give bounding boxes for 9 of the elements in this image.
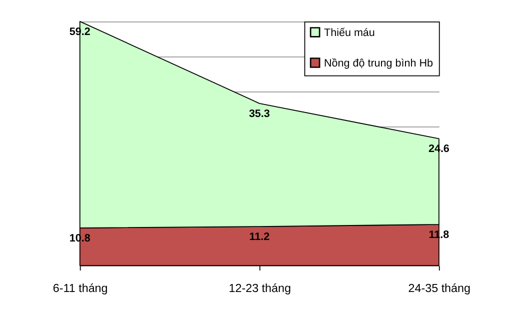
data-label: 11.8 (428, 228, 450, 241)
legend-label: Nồng độ trung bình Hb (324, 57, 433, 70)
legend-label: Thiếu máu (324, 26, 375, 39)
data-label: 35.3 (248, 108, 270, 120)
data-label: 11.2 (249, 231, 270, 244)
data-label: 10.8 (69, 232, 90, 244)
x-tick-label: 24-35 tháng (408, 282, 470, 296)
x-tick-label: 6-11 tháng (52, 282, 108, 296)
x-tick-label: 12-23 tháng (228, 282, 291, 296)
